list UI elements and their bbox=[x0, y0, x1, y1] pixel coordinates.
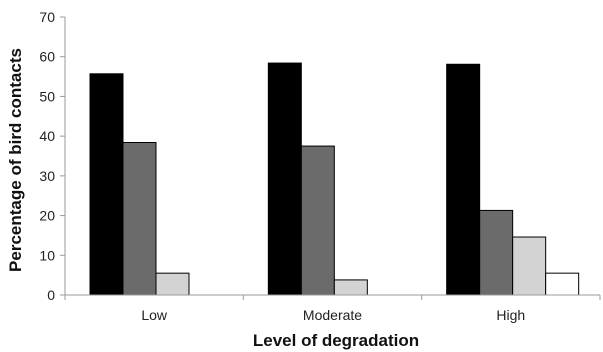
x-axis-title: Level of degradation bbox=[253, 331, 419, 350]
bars bbox=[89, 62, 580, 296]
y-tick-label: 0 bbox=[47, 287, 55, 303]
x-tick-label: High bbox=[496, 307, 525, 323]
y-tick-label: 10 bbox=[39, 247, 55, 263]
bar-high-series-3 bbox=[512, 236, 547, 296]
bar-high-series-2 bbox=[479, 209, 514, 296]
x-axis-ticks: Low Moderate High bbox=[64, 295, 601, 323]
x-tick-label: Moderate bbox=[303, 307, 362, 323]
bar-moderate-series-3 bbox=[333, 279, 368, 296]
bar-moderate-series-1 bbox=[267, 62, 302, 296]
y-tick-label: 40 bbox=[39, 128, 55, 144]
y-tick-label: 20 bbox=[39, 208, 55, 224]
y-tick-label: 50 bbox=[39, 88, 55, 104]
y-tick-label: 30 bbox=[39, 168, 55, 184]
bar-low-series-2 bbox=[122, 141, 157, 296]
bar-high-series-1 bbox=[446, 63, 481, 296]
y-tick-label: 70 bbox=[39, 9, 55, 25]
x-tick-label: Low bbox=[141, 307, 168, 323]
bar-low-series-3 bbox=[155, 272, 190, 296]
y-axis-title: Percentage of bird contacts bbox=[6, 48, 25, 272]
bar-high-series-4 bbox=[545, 272, 580, 296]
y-axis-ticks: 0 10 20 30 40 50 60 70 bbox=[39, 9, 65, 303]
bar-moderate-series-2 bbox=[300, 145, 335, 296]
y-tick-label: 60 bbox=[39, 49, 55, 65]
bar-low-series-1 bbox=[89, 73, 124, 296]
